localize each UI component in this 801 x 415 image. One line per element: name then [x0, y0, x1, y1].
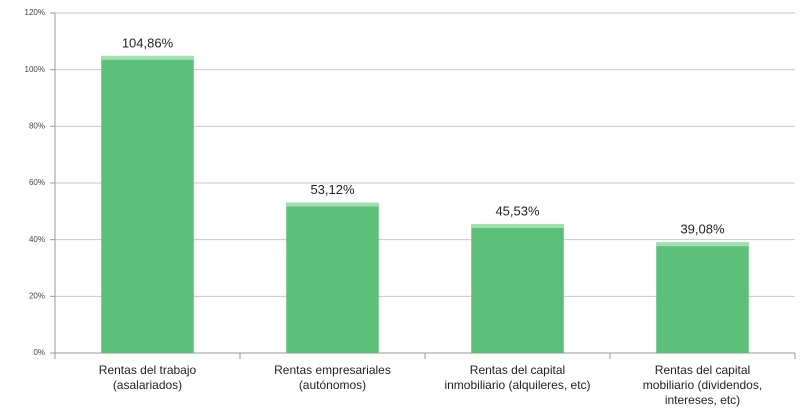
- bar-highlight: [656, 242, 749, 247]
- y-tick-label: 20%: [29, 291, 45, 300]
- bar: [656, 242, 749, 353]
- value-label: 39,08%: [680, 222, 725, 237]
- bar: [471, 223, 564, 353]
- bar-highlight: [101, 55, 194, 60]
- bar-highlight: [471, 223, 564, 228]
- value-label: 53,12%: [310, 182, 355, 197]
- y-tick-label: 40%: [29, 235, 45, 244]
- x-tick-label: Rentas del capital inmobiliario (alquile…: [444, 363, 591, 392]
- y-tick-label: 60%: [29, 178, 45, 187]
- bar: [286, 202, 379, 353]
- y-tick-label: 0%: [33, 348, 45, 357]
- y-tick-label: 120%: [25, 8, 45, 17]
- x-tick-label: Rentas del capital mobiliario (dividendo…: [642, 363, 763, 407]
- x-tick-label: Rentas empresariales (autónomos): [274, 363, 391, 392]
- x-tick-label: Rentas del trabajo (asalariados): [98, 363, 197, 392]
- bar-highlight: [286, 202, 379, 207]
- y-tick-label: 100%: [25, 65, 45, 74]
- value-label: 104,86%: [122, 35, 174, 50]
- value-label: 45,53%: [495, 203, 540, 218]
- y-tick-label: 80%: [29, 121, 45, 130]
- bar: [101, 55, 194, 353]
